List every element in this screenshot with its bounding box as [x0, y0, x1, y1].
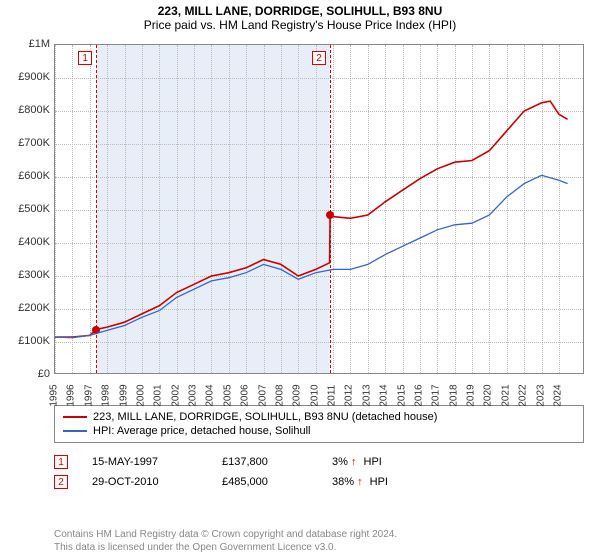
x-axis-tick-label: 2020	[483, 384, 494, 406]
x-axis-tick-label: 2021	[500, 384, 511, 406]
x-axis-tick-label: 2001	[153, 384, 164, 406]
y-axis-tick-label: £200K	[0, 302, 50, 314]
sale-index-box: 1	[54, 455, 68, 469]
legend-label: 223, MILL LANE, DORRIDGE, SOLIHULL, B93 …	[93, 411, 437, 423]
arrow-up-icon: ↑	[351, 456, 357, 468]
footer-attribution: Contains HM Land Registry data © Crown c…	[54, 528, 584, 554]
sale-price: £485,000	[222, 476, 332, 488]
x-axis-tick-label: 2018	[448, 384, 459, 406]
x-axis-tick-label: 2011	[327, 385, 338, 407]
x-axis-tick-label: 2009	[292, 384, 303, 406]
x-axis-tick-label: 2005	[222, 384, 233, 406]
x-axis-tick-label: 1997	[83, 384, 94, 406]
x-axis-tick-label: 2022	[518, 384, 529, 406]
sale-index-box: 2	[54, 475, 68, 489]
x-axis-tick-label: 1995	[49, 384, 60, 406]
x-axis-tick-label: 2010	[309, 384, 320, 406]
series-property	[55, 101, 568, 337]
legend-box: 223, MILL LANE, DORRIDGE, SOLIHULL, B93 …	[54, 405, 584, 443]
y-axis-tick-label: £900K	[0, 71, 50, 83]
y-axis-tick-label: £600K	[0, 170, 50, 182]
y-axis-tick-label: £0	[0, 368, 50, 380]
legend-row: HPI: Average price, detached house, Soli…	[63, 424, 575, 438]
chart-plot-area: 12	[54, 44, 584, 374]
sale-pct: 38% ↑ HPI	[332, 476, 402, 488]
x-axis-tick-label: 2012	[344, 384, 355, 406]
x-axis-tick-label: 2016	[413, 384, 424, 406]
chart-title: 223, MILL LANE, DORRIDGE, SOLIHULL, B93 …	[0, 0, 600, 18]
x-axis-tick-label: 2023	[535, 384, 546, 406]
sales-row: 1 15-MAY-1997£137,8003% ↑ HPI	[54, 452, 584, 472]
y-axis-tick-label: £1M	[0, 38, 50, 50]
y-axis-tick-label: £300K	[0, 269, 50, 281]
y-axis-tick-label: £500K	[0, 203, 50, 215]
x-axis-tick-label: 2000	[135, 384, 146, 406]
sale-date: 15-MAY-1997	[92, 456, 222, 468]
series-hpi	[55, 175, 568, 337]
x-axis-tick-label: 2002	[170, 384, 181, 406]
x-axis-tick-label: 2004	[205, 384, 216, 406]
legend-swatch	[63, 416, 87, 418]
x-axis-tick-label: 2024	[552, 384, 563, 406]
y-axis-tick-label: £100K	[0, 335, 50, 347]
legend-swatch	[63, 430, 87, 432]
x-axis-tick-label: 2006	[240, 384, 251, 406]
y-axis-tick-label: £800K	[0, 104, 50, 116]
x-axis-tick-label: 1996	[66, 384, 77, 406]
footer-line-2: This data is licensed under the Open Gov…	[54, 541, 584, 554]
x-axis-tick-label: 2017	[431, 384, 442, 406]
x-axis-tick-label: 2014	[379, 384, 390, 406]
x-axis-tick-label: 2007	[257, 384, 268, 406]
x-axis-tick-label: 1999	[118, 384, 129, 406]
sale-price: £137,800	[222, 456, 332, 468]
legend-label: HPI: Average price, detached house, Soli…	[93, 425, 311, 437]
sales-row: 2 29-OCT-2010£485,00038% ↑ HPI	[54, 472, 584, 492]
x-axis-tick-label: 2015	[396, 384, 407, 406]
legend-row: 223, MILL LANE, DORRIDGE, SOLIHULL, B93 …	[63, 410, 575, 424]
arrow-up-icon: ↑	[357, 476, 363, 488]
sales-table: 1 15-MAY-1997£137,8003% ↑ HPI 2 29-OCT-2010…	[54, 452, 584, 492]
x-axis-tick-label: 1998	[101, 384, 112, 406]
chart-subtitle: Price paid vs. HM Land Registry's House …	[0, 18, 600, 36]
x-axis-tick-label: 2019	[466, 384, 477, 406]
sale-pct: 3% ↑ HPI	[332, 456, 402, 468]
x-axis-tick-label: 2008	[274, 384, 285, 406]
chart-lines-svg	[55, 45, 585, 375]
footer-line-1: Contains HM Land Registry data © Crown c…	[54, 528, 584, 541]
y-axis-tick-label: £700K	[0, 137, 50, 149]
x-axis-tick-label: 2003	[188, 384, 199, 406]
x-axis-tick-label: 2013	[361, 384, 372, 406]
sale-date: 29-OCT-2010	[92, 476, 222, 488]
y-axis-tick-label: £400K	[0, 236, 50, 248]
